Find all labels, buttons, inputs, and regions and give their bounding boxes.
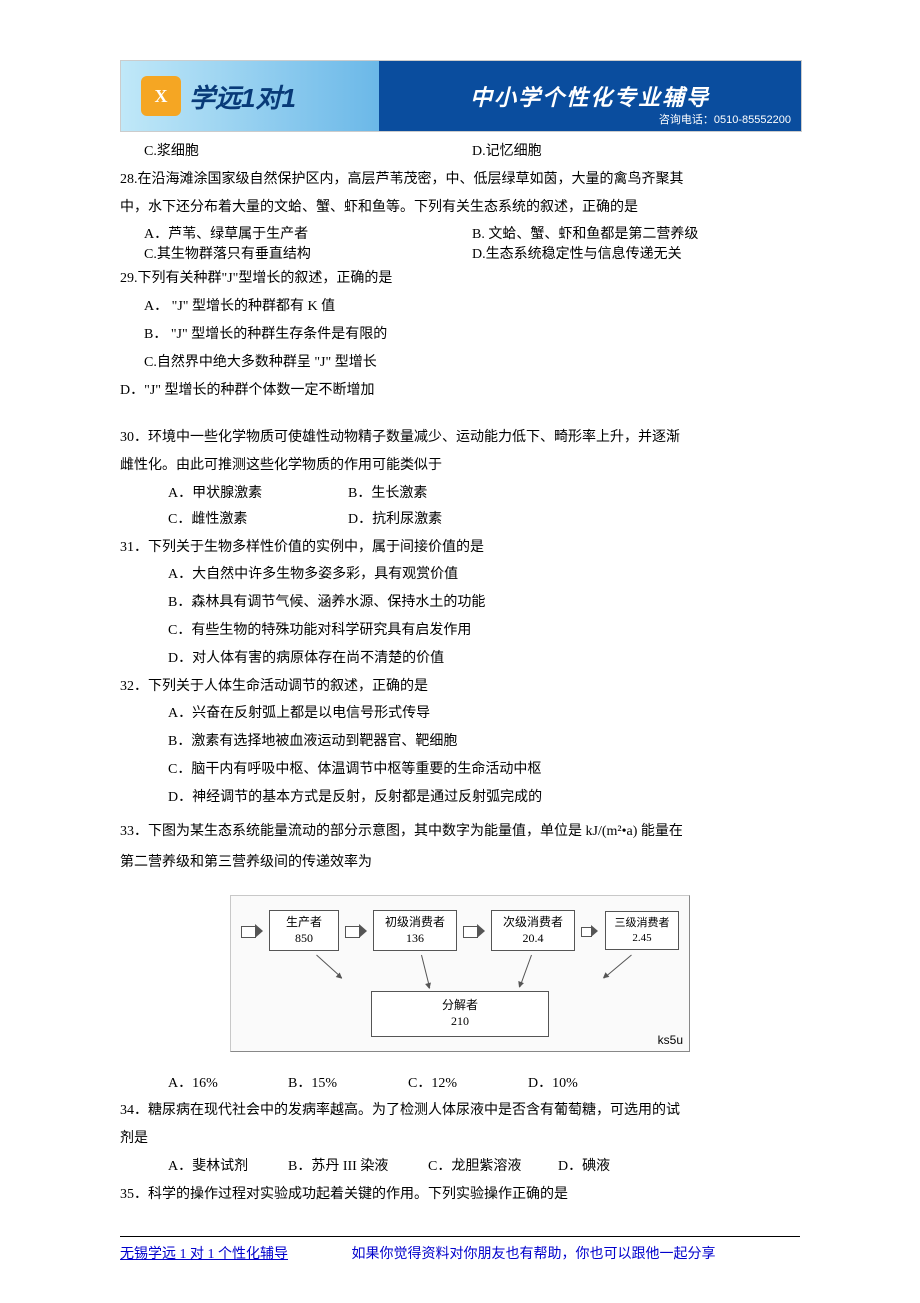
arrow-down-icon xyxy=(519,955,532,987)
q29-option-b: B． "J" 型增长的种群生存条件是有限的 xyxy=(120,323,800,347)
q28-option-d: D.生态系统稳定性与信息传递无关 xyxy=(472,243,682,263)
secondary-label: 次级消费者 xyxy=(503,915,563,929)
tertiary-label: 三级消费者 xyxy=(615,917,670,929)
q30-option-b: B．生长激素 xyxy=(348,482,427,506)
q29-stem: 29.下列有关种群"J"型增长的叙述，正确的是 xyxy=(120,267,800,291)
q33-stem-2: 第二营养级和第三营养级间的传递效率为 xyxy=(120,851,800,875)
q34-option-c: C．龙胆紫溶液 xyxy=(428,1155,558,1179)
q34-option-d: D．碘液 xyxy=(558,1155,610,1179)
q29-option-c: C.自然界中绝大多数种群呈 "J" 型增长 xyxy=(120,351,800,375)
q28-option-a: A．芦苇、绿草属于生产者 xyxy=(144,223,472,243)
arrow-icon xyxy=(345,926,367,936)
producer-value: 850 xyxy=(295,931,313,945)
watermark-text: ks5u xyxy=(658,1033,683,1047)
q30-option-d: D．抗利尿激素 xyxy=(348,508,442,532)
decomposer-value: 210 xyxy=(451,1014,469,1028)
node-tertiary-consumer: 三级消费者 2.45 xyxy=(605,911,679,950)
banner-slogan: 中小学个性化专业辅导 xyxy=(470,80,710,112)
q33-stem-1: 33．下图为某生态系统能量流动的部分示意图，其中数字为能量值，单位是 kJ/(m… xyxy=(120,820,800,844)
q32-option-a: A．兴奋在反射弧上都是以电信号形式传导 xyxy=(120,702,800,726)
primary-label: 初级消费者 xyxy=(385,915,445,929)
q30-option-c: C．雌性激素 xyxy=(168,508,348,532)
q34-stem-1: 34．糖尿病在现代社会中的发病率越高。为了检测人体尿液中是否含有葡萄糖，可选用的… xyxy=(120,1099,800,1123)
arrow-icon xyxy=(581,927,599,935)
brand-name: 学远1对1 xyxy=(189,78,296,115)
q31-option-c: C．有些生物的特殊功能对科学研究具有启发作用 xyxy=(120,619,800,643)
q33-option-b: B．15% xyxy=(288,1072,408,1096)
decomposer-label: 分解者 xyxy=(442,998,478,1012)
node-primary-consumer: 初级消费者 136 xyxy=(373,910,457,951)
q29-option-a: A． "J" 型增长的种群都有 K 值 xyxy=(120,295,800,319)
q28-stem-1: 28.在沿海滩涂国家级自然保护区内，高层芦苇茂密，中、低层绿草如茵，大量的禽鸟齐… xyxy=(120,168,800,192)
diagram-top-row: 生产者 850 初级消费者 136 次级消费者 20.4 三级消费者 2.45 xyxy=(241,910,679,951)
q30-options-ab: A．甲状腺激素 B．生长激素 xyxy=(120,482,800,506)
q34-options: A．斐林试剂 B．苏丹 III 染液 C．龙胆紫溶液 D．碘液 xyxy=(120,1155,800,1179)
banner-right: 中小学个性化专业辅导 咨询电话：0510-85552200 xyxy=(379,61,801,131)
q29-option-d: D．"J" 型增长的种群个体数一定不断增加 xyxy=(120,379,800,403)
q30-stem-2: 雌性化。由此可推测这些化学物质的作用可能类似于 xyxy=(120,454,800,478)
footer-help-text: 如果你觉得资料对你朋友也有帮助，你也可以跟他一起分享 xyxy=(352,1247,716,1262)
q31-option-d: D．对人体有害的病原体存在尚不清楚的价值 xyxy=(120,647,800,671)
q33-options: A．16% B．15% C．12% D．10% xyxy=(120,1072,800,1096)
arrow-down-icon xyxy=(421,955,430,988)
q34-option-b: B．苏丹 III 染液 xyxy=(288,1155,428,1179)
q33-option-c: C．12% xyxy=(408,1072,528,1096)
q30-stem-1: 30．环境中一些化学物质可使雄性动物精子数量减少、运动能力低下、畸形率上升，并逐… xyxy=(120,426,800,450)
q31-stem: 31．下列关于生物多样性价值的实例中，属于间接价值的是 xyxy=(120,536,800,560)
secondary-value: 20.4 xyxy=(523,931,544,945)
q27-options-cd: C.浆细胞 D.记忆细胞 xyxy=(120,140,800,164)
arrow-down-icon xyxy=(316,955,342,978)
q27-option-c: C.浆细胞 xyxy=(144,140,472,164)
header-banner: X 学远1对1 中小学个性化专业辅导 咨询电话：0510-85552200 xyxy=(120,60,802,132)
tertiary-value: 2.45 xyxy=(632,932,651,944)
q30-option-a: A．甲状腺激素 xyxy=(168,482,348,506)
q28-options-ab: A．芦苇、绿草属于生产者 B. 文蛤、蟹、虾和鱼都是第二营养级 xyxy=(120,223,800,243)
page: X 学远1对1 中小学个性化专业辅导 咨询电话：0510-85552200 C.… xyxy=(0,0,920,1303)
footer-divider xyxy=(120,1236,800,1237)
q31-option-b: B．森林具有调节气候、涵养水源、保持水土的功能 xyxy=(120,591,800,615)
q31-option-a: A．大自然中许多生物多姿多彩，具有观赏价值 xyxy=(120,563,800,587)
banner-left: X 学远1对1 xyxy=(121,61,379,131)
node-producer: 生产者 850 xyxy=(269,910,339,951)
q28-stem-2: 中，水下还分布着大量的文蛤、蟹、虾和鱼等。下列有关生态系统的叙述，正确的是 xyxy=(120,196,800,220)
q32-option-c: C．脑干内有呼吸中枢、体温调节中枢等重要的生命活动中枢 xyxy=(120,758,800,782)
q32-option-d: D．神经调节的基本方式是反射，反射都是通过反射弧完成的 xyxy=(120,786,800,810)
q28-options-cd: C.其生物群落只有垂直结构 D.生态系统稳定性与信息传递无关 xyxy=(120,243,800,263)
arrow-icon xyxy=(241,926,263,936)
arrow-icon xyxy=(463,926,485,936)
q34-option-a: A．斐林试剂 xyxy=(168,1155,288,1179)
logo-icon: X xyxy=(141,76,181,116)
q28-option-b: B. 文蛤、蟹、虾和鱼都是第二营养级 xyxy=(472,223,698,243)
q32-stem: 32．下列关于人体生命活动调节的叙述，正确的是 xyxy=(120,675,800,699)
q34-stem-2: 剂是 xyxy=(120,1127,800,1151)
producer-label: 生产者 xyxy=(286,915,322,929)
footer-link[interactable]: 无锡学远 1 对 1 个性化辅导 xyxy=(120,1247,288,1262)
q27-option-d: D.记忆细胞 xyxy=(472,140,542,164)
q28-option-c: C.其生物群落只有垂直结构 xyxy=(144,243,472,263)
energy-flow-diagram: 生产者 850 初级消费者 136 次级消费者 20.4 三级消费者 2.45 xyxy=(230,895,690,1051)
node-secondary-consumer: 次级消费者 20.4 xyxy=(491,910,575,951)
page-footer: 无锡学远 1 对 1 个性化辅导 如果你觉得资料对你朋友也有帮助，你也可以跟他一… xyxy=(120,1243,800,1263)
arrow-down-icon xyxy=(604,955,632,979)
diagram-bottom-row: 分解者 210 xyxy=(241,991,679,1036)
q30-options-cd: C．雌性激素 D．抗利尿激素 xyxy=(120,508,800,532)
banner-phone: 咨询电话：0510-85552200 xyxy=(659,111,791,127)
q33-option-d: D．10% xyxy=(528,1072,578,1096)
q33-option-a: A．16% xyxy=(168,1072,288,1096)
node-decomposer: 分解者 210 xyxy=(371,991,549,1036)
q35-stem: 35．科学的操作过程对实验成功起着关键的作用。下列实验操作正确的是 xyxy=(120,1183,800,1207)
primary-value: 136 xyxy=(406,931,424,945)
q32-option-b: B．激素有选择地被血液运动到靶器官、靶细胞 xyxy=(120,730,800,754)
